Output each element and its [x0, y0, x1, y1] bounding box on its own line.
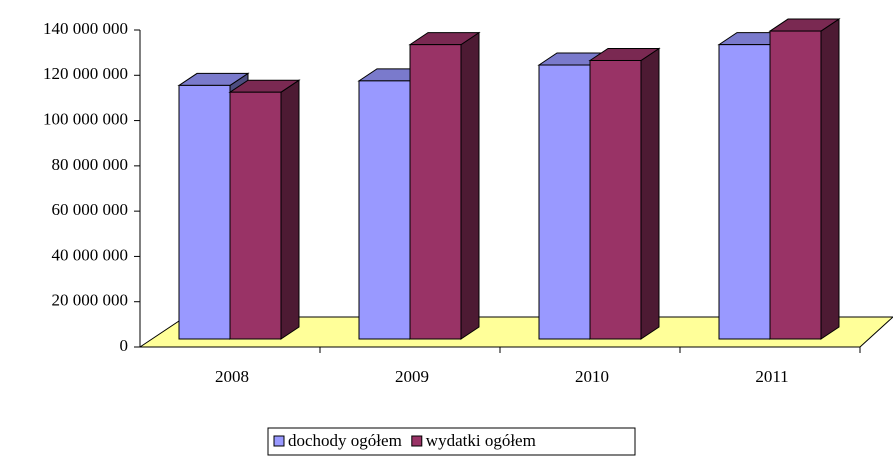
bar [178, 84, 231, 340]
legend [267, 427, 636, 456]
bar [769, 30, 822, 340]
bar-side [820, 18, 840, 340]
bar [718, 44, 771, 340]
y-tick-label: 100 000 000 [43, 109, 128, 128]
legend-label: wydatki ogółem [426, 431, 536, 450]
y-tick-label: 80 000 000 [52, 155, 129, 174]
y-tick-label: 0 [120, 336, 129, 355]
x-tick-label: 2008 [215, 367, 249, 386]
legend-swatch [273, 435, 285, 447]
legend-label: dochody ogółem [288, 431, 402, 450]
bar [229, 91, 282, 340]
bar [589, 59, 642, 340]
legend-swatch [411, 435, 423, 447]
y-tick-label: 120 000 000 [43, 64, 128, 83]
bar-side [640, 47, 660, 340]
bar [358, 80, 411, 340]
bar-side [460, 31, 480, 340]
y-tick-label: 140 000 000 [43, 19, 128, 38]
x-tick-label: 2009 [395, 367, 429, 386]
x-tick-label: 2010 [575, 367, 609, 386]
bar-side [280, 79, 300, 340]
bar [409, 44, 462, 340]
y-tick-label: 20 000 000 [52, 291, 129, 310]
y-tick-label: 40 000 000 [52, 245, 129, 264]
y-tick-label: 60 000 000 [52, 200, 129, 219]
x-tick-label: 2011 [755, 367, 788, 386]
bar [538, 64, 591, 340]
